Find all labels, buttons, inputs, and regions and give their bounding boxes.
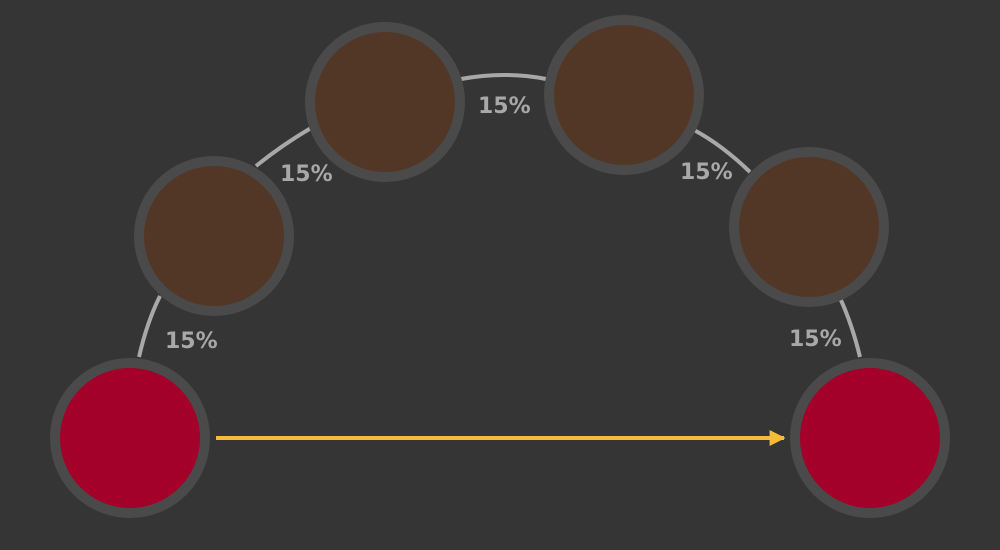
- edge-hop-3-to-hop-4: [693, 128, 752, 174]
- node-hop-1: [134, 156, 294, 316]
- edge-label-start-hop-1: 15%: [165, 329, 218, 354]
- edge-label-hop-1-hop-2: 15%: [280, 162, 333, 187]
- node-hop-3: [544, 15, 704, 175]
- edge-hop-4-to-end: [838, 297, 862, 358]
- edge-start-to-hop-1: [137, 295, 162, 358]
- node-hop-2: [305, 22, 465, 182]
- edge-label-hop-2-hop-3: 15%: [478, 94, 531, 119]
- edge-hop-2-to-hop-3: [460, 73, 547, 81]
- node-start: [50, 358, 210, 518]
- node-hop-4: [729, 147, 889, 307]
- edge-hop-1-to-hop-2: [254, 126, 313, 168]
- edge-label-hop-4-end: 15%: [789, 327, 842, 352]
- node-end: [790, 358, 950, 518]
- edge-label-hop-3-hop-4: 15%: [680, 160, 733, 185]
